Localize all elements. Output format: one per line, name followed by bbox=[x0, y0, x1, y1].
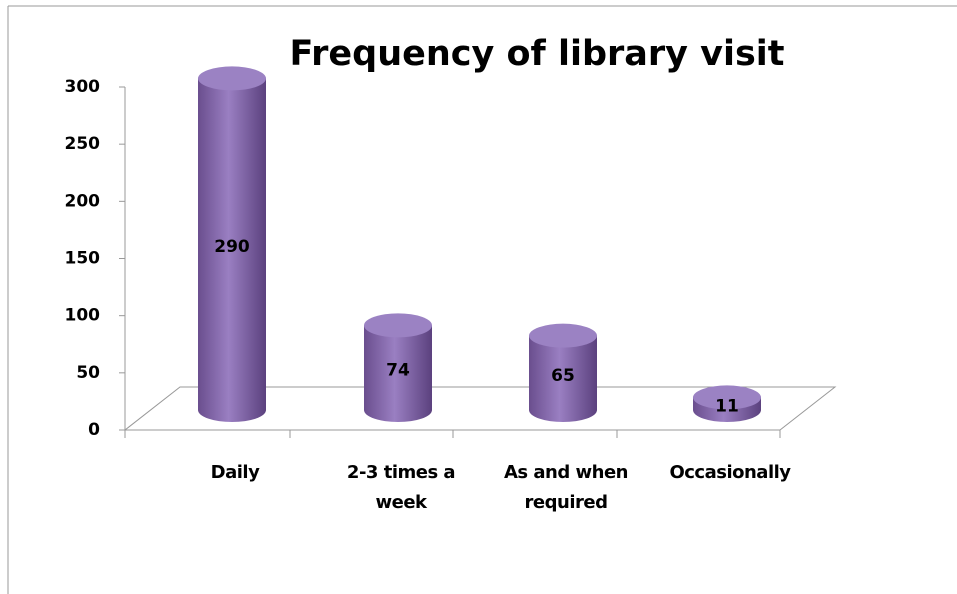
data-label: 11 bbox=[715, 397, 739, 417]
cylinder-body bbox=[529, 335, 597, 422]
x-ticks bbox=[124, 430, 781, 438]
bar bbox=[364, 313, 432, 422]
bar bbox=[693, 385, 761, 422]
y-tick-label: 200 bbox=[65, 191, 101, 211]
cylinder-body bbox=[198, 78, 266, 422]
cylinder-top bbox=[198, 66, 266, 91]
y-tick-label: 0 bbox=[88, 420, 100, 440]
data-label: 74 bbox=[386, 361, 410, 381]
y-tick-label: 50 bbox=[76, 363, 100, 383]
y-tick-label: 250 bbox=[65, 134, 101, 154]
x-tick-label: 2-3 times a week bbox=[346, 462, 456, 513]
x-tick-label: As and when required bbox=[504, 462, 629, 513]
y-tick-label: 100 bbox=[65, 306, 101, 326]
cylinder-top bbox=[529, 323, 597, 348]
data-label: 290 bbox=[214, 237, 250, 257]
x-tick-label: Occasionally bbox=[669, 462, 791, 483]
floor bbox=[123, 386, 837, 431]
y-tick-label: 150 bbox=[65, 249, 101, 269]
bar bbox=[529, 323, 597, 422]
x-tick-label: Daily bbox=[210, 462, 260, 483]
chart-title: Frequency of library visit bbox=[289, 34, 784, 74]
y-tick-label: 300 bbox=[65, 77, 101, 97]
cylinder-body bbox=[364, 325, 432, 422]
cylinder-top bbox=[693, 385, 761, 410]
data-label: 65 bbox=[551, 366, 575, 386]
bar bbox=[198, 66, 266, 422]
cylinder-top bbox=[364, 313, 432, 338]
